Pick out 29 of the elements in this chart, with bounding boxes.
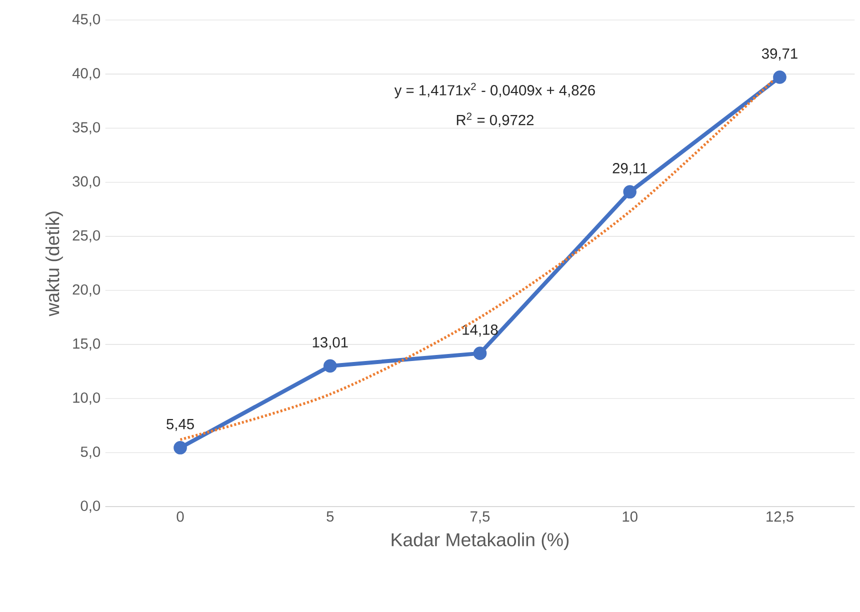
- x-axis-title: Kadar Metakaolin (%): [392, 532, 569, 550]
- y-tick-label: 20,0: [72, 284, 100, 296]
- point: [623, 185, 637, 199]
- y-tick-label: 35,0: [72, 122, 100, 134]
- y-tick-label: 45,0: [72, 14, 100, 26]
- x-tick-label: 0: [176, 511, 184, 522]
- data-label: 14,18: [462, 324, 498, 337]
- x-tick-label: 10: [622, 511, 638, 522]
- annotation: y = 1,4171x$^{2}$ - 0,0409x + 4,826: [394, 82, 595, 98]
- x-tick-label: 12,5: [766, 511, 794, 524]
- y-axis-title: waktu (detik): [46, 212, 63, 316]
- y-tick-label: 10,0: [73, 392, 100, 405]
- y-tick-label: 15,0: [73, 338, 100, 351]
- data-label: 39,71: [762, 48, 798, 61]
- point: [323, 359, 337, 373]
- y-tick-label: 25,0: [72, 230, 100, 242]
- data-label: 13,01: [312, 337, 348, 350]
- annotation: R$^{2}$ = 0,9722: [456, 112, 534, 127]
- y-tick-label: 0,0: [80, 500, 100, 513]
- y-tick-label: 40,0: [72, 68, 100, 80]
- data-label: 29,11: [612, 163, 647, 176]
- data-label: 5,45: [166, 419, 194, 432]
- x-tick-label: 5: [326, 511, 334, 522]
- point: [773, 70, 786, 84]
- point: [473, 346, 487, 360]
- y-tick-label: 30,0: [72, 176, 100, 188]
- point: [174, 441, 187, 454]
- y-tick-label: 5,0: [80, 446, 100, 459]
- x-tick-label: 7,5: [470, 511, 490, 524]
